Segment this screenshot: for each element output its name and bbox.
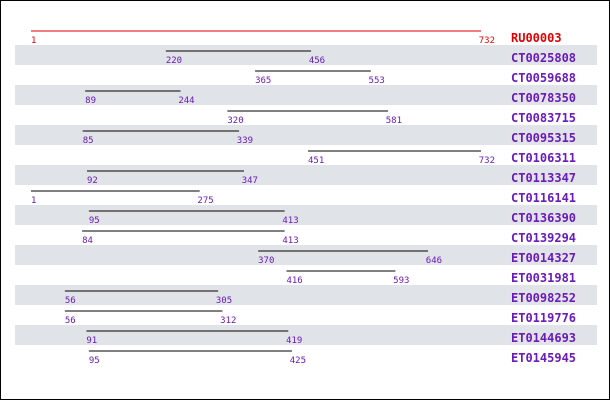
hit-id-label: ET0144693 [511,331,576,345]
hit-id-label: CT0113347 [511,171,576,185]
span-start-label: 95 [89,216,100,226]
span-start-label: 220 [166,56,182,66]
hit-id-label: ET0031981 [511,271,576,285]
hit-id-label: CT0025808 [511,51,576,65]
span-end-label: 581 [386,116,402,126]
span-end-label: 347 [242,176,258,186]
span-start-label: 451 [308,156,324,166]
span-end-label: 732 [479,156,495,166]
row-stripe [15,245,597,265]
reference-id-label: RU00003 [511,31,562,45]
hit-id-label: ET0119776 [511,311,576,325]
row-stripe [15,125,597,145]
row-stripe [15,165,597,185]
span-start-label: 1 [31,36,36,46]
span-end-label: 593 [393,276,409,286]
span-start-label: 89 [85,96,96,106]
row-stripe [15,285,597,305]
span-start-label: 92 [87,176,98,186]
hit-id-label: CT0059688 [511,71,576,85]
span-end-label: 413 [282,236,298,246]
span-start-label: 56 [65,316,76,326]
hit-id-label: CT0139294 [511,231,576,245]
span-start-label: 91 [86,336,97,346]
span-start-label: 85 [83,136,94,146]
span-start-label: 416 [286,276,302,286]
hit-id-label: CT0078350 [511,91,576,105]
row-stripe [15,205,597,225]
span-end-label: 275 [197,196,213,206]
hit-id-label: CT0136390 [511,211,576,225]
span-start-label: 365 [255,76,271,86]
span-end-label: 413 [282,216,298,226]
hit-id-label: ET0014327 [511,251,576,265]
hit-id-label: CT0095315 [511,131,576,145]
span-start-label: 370 [258,256,274,266]
span-end-label: 425 [290,356,306,366]
span-end-label: 305 [216,296,232,306]
span-start-label: 1 [31,196,36,206]
span-end-label: 312 [220,316,236,326]
row-stripe [15,85,597,105]
span-start-label: 84 [82,236,93,246]
span-end-label: 553 [369,76,385,86]
hit-id-label: ET0145945 [511,351,576,365]
hit-id-label: CT0083715 [511,111,576,125]
span-end-label: 646 [426,256,442,266]
span-start-label: 56 [65,296,76,306]
span-end-label: 456 [309,56,325,66]
hit-id-label: ET0098252 [511,291,576,305]
span-end-label: 244 [178,96,194,106]
span-end-label: 419 [286,336,302,346]
hit-id-label: CT0106311 [511,151,576,165]
hit-id-label: CT0116141 [511,191,576,205]
span-start-label: 320 [227,116,243,126]
row-stripe [15,325,597,345]
span-start-label: 95 [89,356,100,366]
span-end-label: 339 [237,136,253,146]
row-stripe [15,45,597,65]
span-end-label: 732 [479,36,495,46]
